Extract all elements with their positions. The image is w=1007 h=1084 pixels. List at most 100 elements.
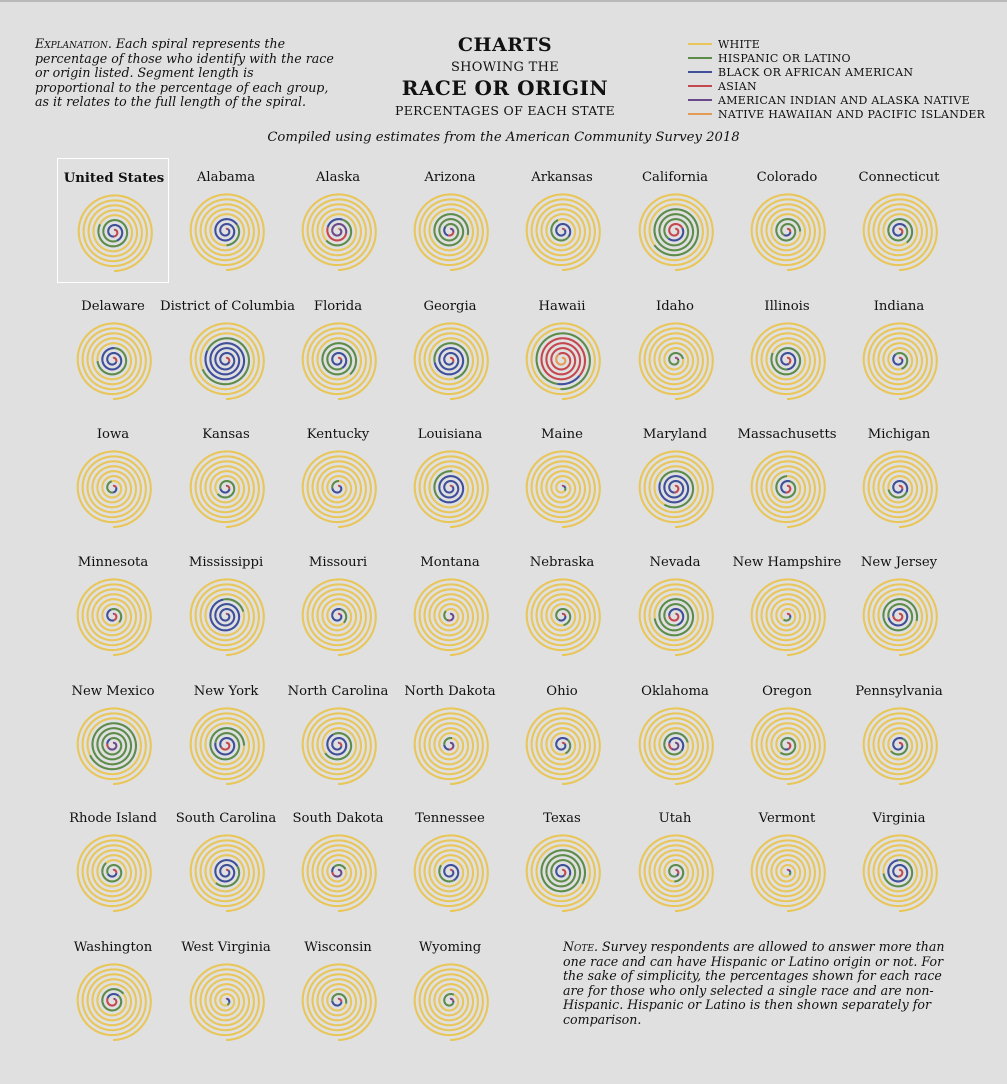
region-label: South Dakota (292, 811, 384, 826)
spiral-segment-asian (668, 613, 680, 622)
spiral-chart (76, 707, 152, 786)
spiral-segment-aian (671, 741, 680, 751)
spiral-segment-white (525, 450, 601, 529)
spiral-segment-white (301, 322, 377, 401)
spiral-segment-black (331, 485, 343, 494)
spiral-segment-hispanic (438, 864, 455, 883)
region-label: Indiana (873, 299, 925, 314)
region-chart: New Mexico (57, 672, 169, 797)
legend-label: ASIAN (718, 79, 757, 93)
region-chart: Maine (506, 415, 618, 540)
region-label: Mississippi (188, 555, 264, 570)
spiral-segment-asian (338, 997, 343, 1002)
spiral-segment-aian (107, 741, 118, 751)
spiral-segment-white (525, 193, 601, 272)
spiral-segment-white (301, 578, 377, 657)
spiral-segment-black (106, 872, 118, 878)
spiral-segment-hispanic (653, 598, 695, 637)
spiral-segment-aian (113, 997, 116, 1001)
region-chart: Arkansas (506, 158, 618, 283)
spiral-segment-black (555, 863, 572, 878)
region-label: Massachusetts (737, 427, 837, 442)
spiral-segment-asian (562, 227, 566, 231)
spiral-chart (525, 707, 601, 786)
spiral-chart (525, 578, 601, 657)
spiral-segment-hispanic (110, 607, 123, 623)
region-label: Maine (541, 427, 583, 442)
region-label: Hawaii (538, 299, 586, 314)
spiral-chart (750, 322, 826, 401)
spiral-segment-black (443, 225, 449, 237)
spiral-segment-asian (899, 227, 904, 234)
spiral-segment-hispanic (770, 347, 802, 376)
spiral-segment-white (76, 963, 152, 1042)
spiral-segment-asian (898, 868, 904, 878)
spiral-segment-black (443, 863, 460, 882)
region-label: Virginia (872, 811, 926, 826)
spiral-segment-asian (674, 484, 680, 494)
spiral-chart (189, 578, 265, 657)
spiral-segment-nhpi (555, 353, 567, 366)
spiral-segment-asian (892, 612, 904, 622)
spiral-chart (77, 194, 153, 273)
spiral-segment-asian (339, 741, 343, 747)
spiral-chart (413, 578, 489, 657)
spiral-segment-black (331, 607, 343, 622)
spiral-segment-hispanic (223, 598, 245, 613)
spiral-chart (189, 707, 265, 786)
region-label: Iowa (96, 427, 130, 442)
region-label: South Carolina (175, 811, 277, 826)
spiral-segment-asian (676, 869, 680, 875)
region-label: Alabama (196, 170, 256, 185)
region-chart: Minnesota (57, 543, 169, 668)
spiral-chart (862, 707, 938, 786)
spiral-segment-black (326, 218, 343, 228)
spiral-chart (413, 963, 489, 1042)
spiral-segment-hispanic (890, 737, 909, 756)
region-label: Michigan (867, 427, 931, 442)
spiral-segment-white (525, 322, 601, 401)
spiral-segment-white (750, 450, 826, 529)
spiral-segment-hispanic (331, 992, 348, 1004)
spiral-segment-asian (898, 741, 904, 746)
region-label: Delaware (81, 299, 145, 314)
region-label: District of Columbia (160, 299, 296, 314)
region-label: Connecticut (858, 170, 940, 185)
spiral-segment-black (106, 738, 111, 744)
spiral-segment-black (204, 342, 246, 381)
spiral-chart (862, 322, 938, 401)
region-chart: Rhode Island (57, 799, 169, 924)
spiral-segment-black (555, 222, 572, 238)
region-chart: Wyoming (394, 928, 506, 1053)
spiral-chart (750, 450, 826, 529)
region-label: Utah (658, 811, 692, 826)
spiral-segment-white (638, 450, 714, 529)
region-chart: Nebraska (506, 543, 618, 668)
spiral-segment-aian (333, 868, 343, 878)
spiral-segment-black (219, 488, 231, 494)
spiral-segment-asian (450, 868, 454, 872)
spiral-segment-hispanic (433, 213, 470, 247)
spiral-segment-hispanic (97, 219, 129, 248)
region-label: Vermont (758, 811, 816, 826)
spiral-segment-asian (326, 226, 348, 242)
spiral-segment-asian (562, 868, 567, 876)
spiral-chart (301, 193, 377, 272)
region-label: Nebraska (529, 555, 595, 570)
spiral-segment-hispanic (788, 871, 792, 876)
spiral-segment-asian (106, 997, 118, 1007)
spiral-segment-white (76, 322, 152, 401)
spiral-segment-hispanic (443, 736, 453, 745)
region-label: Kansas (202, 427, 250, 442)
spiral-segment-aian (450, 227, 455, 233)
spiral-segment-asian (899, 484, 904, 489)
region-label: Rhode Island (69, 811, 157, 826)
spiral-segment-black (887, 859, 909, 883)
region-label: Colorado (756, 170, 818, 185)
spiral-segment-white (862, 578, 938, 657)
spiral-chart (638, 193, 714, 272)
spiral-segment-asian (331, 871, 335, 877)
spiral-chart (638, 707, 714, 786)
spiral-segment-white (189, 450, 265, 529)
region-chart: New Hampshire (731, 543, 843, 668)
